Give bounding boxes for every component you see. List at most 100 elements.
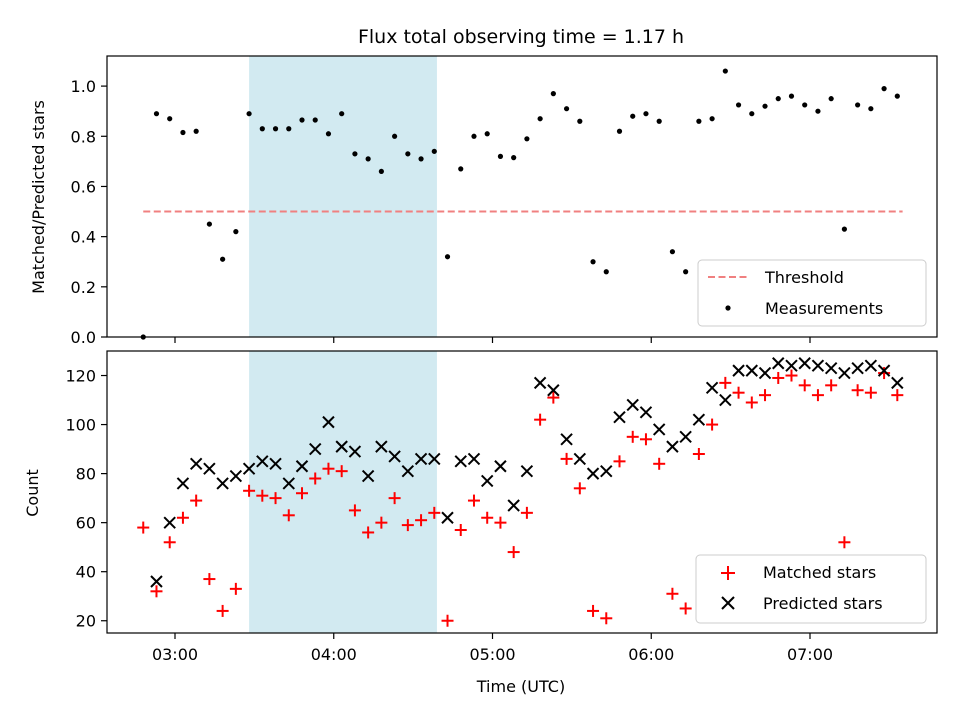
predicted-star-marker xyxy=(454,455,467,468)
predicted-star-marker xyxy=(348,445,362,458)
measurement-point xyxy=(444,254,451,260)
matched-star-marker xyxy=(216,604,229,617)
matched-star-marker xyxy=(388,492,401,505)
predicted-marker-b xyxy=(335,440,348,453)
predicted-marker-b xyxy=(652,423,666,436)
measurement-point xyxy=(312,117,318,123)
bottom-x-tick-label: 06:00 xyxy=(628,645,674,664)
measurement-point xyxy=(431,148,437,154)
predicted-star-marker xyxy=(851,361,864,375)
legend-matched-swatch xyxy=(721,566,735,580)
predicted-marker-b xyxy=(626,398,639,412)
matched-star-marker xyxy=(520,506,533,519)
measurement-point xyxy=(775,96,781,102)
predicted-marker-b xyxy=(375,440,388,453)
predicted-marker-b xyxy=(467,452,481,466)
measurement-point xyxy=(193,128,199,134)
predicted-star-marker xyxy=(586,467,600,480)
matched-star-marker xyxy=(229,582,242,595)
predicted-marker-b xyxy=(295,460,309,473)
predicted-marker-b xyxy=(692,413,706,426)
predicted-marker-b xyxy=(414,452,428,466)
predicted-star-marker xyxy=(467,452,481,466)
matched-star-marker xyxy=(878,367,891,380)
top-panel: 0.0 0.2 0.4 0.6 0.8 1.0 Matched/Predicted sta… xyxy=(29,55,938,347)
legend-predicted-label: Predicted stars xyxy=(763,594,883,613)
matched-star-marker xyxy=(772,371,785,384)
predicted-marker-b xyxy=(798,357,811,370)
bottom-y-tick-label: 60 xyxy=(76,514,96,533)
legend-measurements-label: Measurements xyxy=(765,299,883,318)
measurement-point xyxy=(590,259,596,265)
predicted-star-marker xyxy=(824,361,838,375)
legend-measurements-swatch xyxy=(725,305,731,311)
matched-star-marker xyxy=(706,418,719,431)
measurement-point xyxy=(418,156,424,162)
matched-star-marker xyxy=(507,546,520,559)
predicted-star-marker xyxy=(203,462,216,475)
predicted-star-marker xyxy=(163,516,176,529)
matched-star-marker xyxy=(626,430,639,443)
matched-star-marker xyxy=(203,573,216,586)
predicted-marker-b xyxy=(851,361,864,375)
predicted-marker-b xyxy=(613,411,626,424)
measurement-point xyxy=(206,221,212,227)
predicted-star-marker xyxy=(891,376,904,390)
predicted-marker-b xyxy=(732,364,745,377)
measurement-point xyxy=(180,129,186,136)
predicted-marker-b xyxy=(242,462,256,475)
bottom-x-tick-label: 03:00 xyxy=(152,645,198,664)
bottom-axes-layer: 20 40 60 80 100 120 03:00 04:00 05:00 06:00 07:00 xyxy=(65,350,938,664)
predicted-star-marker xyxy=(414,452,428,466)
predicted-star-marker xyxy=(679,430,692,444)
measurement-point xyxy=(220,256,226,262)
predicted-star-marker xyxy=(150,575,163,588)
predicted-marker-b xyxy=(361,469,375,483)
predicted-star-marker xyxy=(309,442,322,456)
measurement-point xyxy=(458,166,464,172)
predicted-star-marker xyxy=(758,366,772,380)
bottom-y-tick-label: 20 xyxy=(76,612,96,631)
matched-star-marker xyxy=(309,472,322,485)
measurement-point xyxy=(365,156,371,162)
measurement-point xyxy=(167,116,173,122)
predicted-star-marker xyxy=(666,440,679,453)
measurement-point xyxy=(683,269,689,275)
measurement-point xyxy=(828,96,834,102)
predicted-star-marker xyxy=(533,376,547,390)
bottom-x-tick-label: 04:00 xyxy=(311,645,357,664)
legend-matched-label: Matched stars xyxy=(763,563,876,582)
top-legend: Threshold Measurements xyxy=(697,259,927,327)
predicted-star-marker xyxy=(428,452,441,466)
predicted-marker-b xyxy=(772,357,785,370)
matched-star-marker xyxy=(256,489,269,502)
bottom-x-tick-label: 05:00 xyxy=(469,645,515,664)
measurement-point xyxy=(735,102,742,108)
predicted-marker-b xyxy=(891,376,904,390)
matched-star-marker xyxy=(692,447,705,460)
bottom-legend: Matched stars Predicted stars xyxy=(695,554,927,624)
predicted-marker-b xyxy=(150,575,163,588)
matched-star-marker xyxy=(851,384,864,397)
matched-star-marker xyxy=(494,516,507,529)
predicted-marker-b xyxy=(838,366,851,380)
measurement-point xyxy=(339,111,345,117)
predicted-star-marker xyxy=(719,393,732,407)
measurement-point xyxy=(749,111,755,117)
measurement-point xyxy=(286,126,292,132)
predicted-marker-b xyxy=(176,477,190,490)
predicted-marker-b xyxy=(586,467,600,480)
matched-star-marker xyxy=(798,379,811,392)
predicted-star-marker xyxy=(494,460,507,473)
matched-star-marker xyxy=(243,484,256,497)
top-y-tick-label: 0.6 xyxy=(71,177,96,196)
measurement-point xyxy=(762,103,768,109)
predicted-star-marker xyxy=(295,460,309,473)
bottom-legend-box xyxy=(695,554,927,624)
measurement-point xyxy=(511,155,517,161)
predicted-marker-b xyxy=(256,455,269,468)
bottom-shaded-region xyxy=(249,351,437,633)
bottom-y-tick-label: 100 xyxy=(65,416,96,435)
predicted-star-marker xyxy=(401,464,415,478)
bottom-frame xyxy=(106,350,938,634)
